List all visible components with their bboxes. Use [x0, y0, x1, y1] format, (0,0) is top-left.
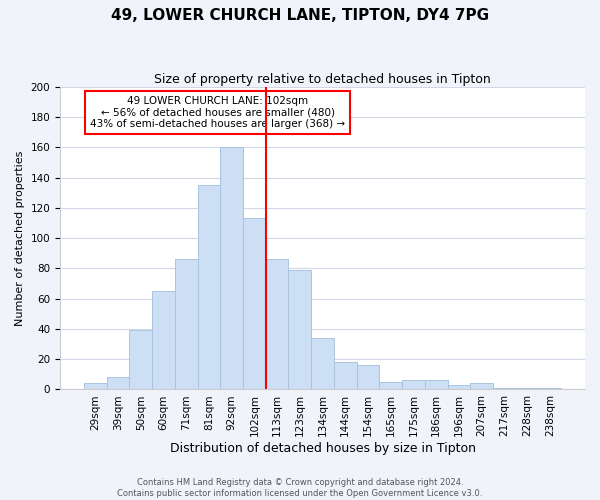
Bar — [266, 260, 289, 390]
Bar — [334, 362, 356, 390]
Bar — [402, 380, 425, 390]
Text: 49 LOWER CHURCH LANE: 102sqm
← 56% of detached houses are smaller (480)
43% of s: 49 LOWER CHURCH LANE: 102sqm ← 56% of de… — [90, 96, 345, 129]
Bar — [470, 384, 493, 390]
Bar — [243, 218, 266, 390]
Text: Contains HM Land Registry data © Crown copyright and database right 2024.
Contai: Contains HM Land Registry data © Crown c… — [118, 478, 482, 498]
Bar — [538, 388, 561, 390]
Y-axis label: Number of detached properties: Number of detached properties — [15, 150, 25, 326]
X-axis label: Distribution of detached houses by size in Tipton: Distribution of detached houses by size … — [170, 442, 476, 455]
Bar — [84, 384, 107, 390]
Bar — [425, 380, 448, 390]
Bar — [220, 147, 243, 390]
Bar — [311, 338, 334, 390]
Bar — [289, 270, 311, 390]
Bar — [448, 385, 470, 390]
Bar — [197, 185, 220, 390]
Title: Size of property relative to detached houses in Tipton: Size of property relative to detached ho… — [154, 72, 491, 86]
Bar — [107, 378, 130, 390]
Bar — [152, 291, 175, 390]
Bar — [493, 388, 515, 390]
Bar — [175, 260, 197, 390]
Bar — [515, 388, 538, 390]
Text: 49, LOWER CHURCH LANE, TIPTON, DY4 7PG: 49, LOWER CHURCH LANE, TIPTON, DY4 7PG — [111, 8, 489, 22]
Bar — [130, 330, 152, 390]
Bar — [379, 382, 402, 390]
Bar — [356, 365, 379, 390]
